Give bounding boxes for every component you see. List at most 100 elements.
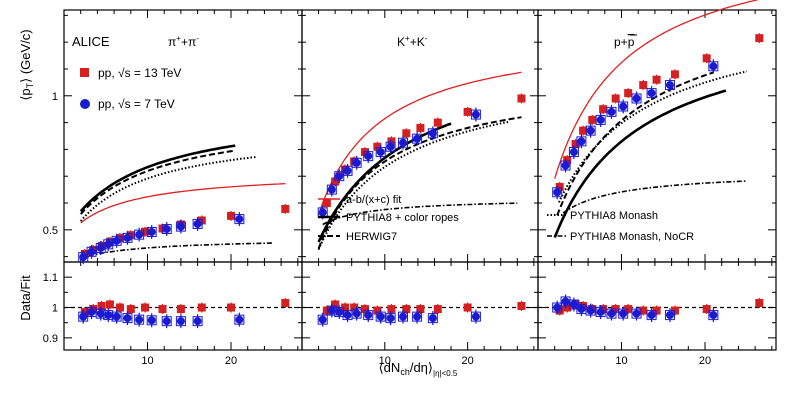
- ratio-marker-pp13-p2-7: [624, 305, 633, 314]
- x-tick-label-p0-1: 20: [225, 355, 237, 367]
- data-syst-box-p2-6: [606, 106, 617, 117]
- legend-label-pp7: pp, √s = 7 TeV: [98, 97, 175, 111]
- ratio-marker-pp7-p1-1: [327, 306, 336, 315]
- ratio-syst-box-p1-8: [398, 311, 409, 322]
- model-curve-herwig-p0: [79, 149, 236, 215]
- ratio-marker-pp13-p0-10: [227, 303, 236, 312]
- ratio-syst-box-p2-0: [552, 302, 563, 313]
- ratio-marker-pp7-p0-8: [162, 317, 171, 326]
- ratio-marker-pp7-p2-2: [569, 300, 578, 309]
- ratio-marker-pp7-p2-5: [596, 308, 605, 317]
- ratio-marker-pp13-p0-8: [176, 305, 185, 314]
- ratio-marker-pp13-p0-11: [281, 298, 290, 307]
- y-axis-title-bottom: Data/Fit: [18, 275, 33, 321]
- ratio-marker-pp13-p1-4: [360, 305, 369, 314]
- species-label-kaons: K++K-: [397, 34, 428, 49]
- legend-label-fit: a-b/(x+c) fit: [346, 194, 401, 206]
- data-marker-pp7-p2-2: [569, 148, 578, 157]
- ratio-syst-box-p2-1: [560, 296, 571, 307]
- species-label-pions: π++π-: [168, 34, 199, 49]
- ratio-syst-box-p2-4: [585, 305, 596, 316]
- data-marker-pp13-p2-7: [624, 89, 633, 98]
- fit-curve-p2: [554, 0, 760, 179]
- data-syst-box-p0-2: [95, 243, 106, 254]
- data-syst-box-p2-11: [708, 61, 719, 72]
- legend-models: a-b/(x+c) fit PYTHIA8 + color ropes HERW…: [318, 194, 694, 243]
- data-marker-pp7-p2-9: [647, 89, 656, 98]
- panel-frame-bottom-2: [537, 261, 777, 351]
- x-tick-label-p2-1: 20: [699, 355, 711, 367]
- ratio-marker-pp13-p1-8: [416, 305, 425, 314]
- ratio-marker-pp13-p2-1: [563, 303, 572, 312]
- ratio-marker-pp13-p0-7: [158, 305, 167, 314]
- data-marker-pp7-p0-4: [112, 236, 121, 245]
- data-marker-pp7-p2-4: [586, 126, 595, 135]
- ratio-marker-pp7-p0-6: [135, 315, 144, 324]
- ratio-marker-pp13-p1-11: [517, 302, 526, 310]
- y-tick-label-bottom-0: 0.9: [43, 333, 58, 345]
- data-marker-pp13-p2-3: [579, 126, 588, 135]
- data-syst-box-p0-10: [192, 218, 203, 229]
- ratio-marker-pp7-p0-1: [87, 308, 96, 317]
- data-syst-box-p2-1: [560, 160, 571, 171]
- data-syst-box-p1-10: [427, 128, 438, 139]
- data-marker-pp7-p0-7: [147, 227, 156, 236]
- ratio-marker-pp13-p2-9: [652, 306, 661, 315]
- data-syst-box-p0-4: [111, 235, 122, 246]
- data-marker-pp13-p1-1: [331, 177, 340, 186]
- data-marker-pp7-p0-6: [135, 230, 144, 239]
- data-marker-pp7-p1-4: [352, 158, 361, 167]
- data-marker-pp7-p2-3: [577, 137, 586, 146]
- data-syst-box-p2-10: [664, 80, 675, 91]
- data-marker-pp13-p2-4: [588, 115, 597, 124]
- ratio-syst-box-p1-11: [470, 311, 481, 322]
- ratio-marker-pp7-p0-11: [235, 315, 244, 324]
- data-marker-pp7-p0-10: [193, 219, 202, 228]
- ratio-syst-box-p1-9: [412, 311, 423, 322]
- data-syst-box-p1-2: [334, 171, 345, 182]
- data-marker-pp13-p1-0: [322, 199, 331, 208]
- ratio-marker-pp7-p2-1: [561, 297, 570, 306]
- ratio-marker-pp13-p2-12: [755, 298, 764, 307]
- data-marker-pp7-p1-7: [386, 142, 395, 151]
- ratio-marker-pp7-p1-2: [335, 308, 344, 317]
- data-marker-pp13-p2-11: [702, 54, 711, 63]
- ratio-marker-pp7-p2-11: [709, 311, 718, 320]
- legend-marker-pp13: [80, 68, 89, 77]
- ratio-syst-box-p1-4: [351, 308, 362, 319]
- ratio-syst-box-p0-9: [175, 316, 186, 327]
- model-curve-ropes-p2: [553, 89, 727, 238]
- panel-frame-top-2: [537, 9, 777, 263]
- y-tick-label-bottom-1: 1: [52, 303, 58, 315]
- data-marker-pp7-p2-10: [665, 81, 674, 90]
- ratio-marker-pp13-p1-2: [341, 303, 350, 312]
- model-curve-monash-p0: [79, 156, 257, 222]
- data-marker-pp13-p1-8: [416, 123, 425, 132]
- y-axis-title-top: ⟨pT⟩ (GeV/c): [18, 29, 35, 100]
- data-marker-pp13-p1-11: [517, 94, 526, 103]
- ratio-syst-box-p2-11: [708, 310, 719, 321]
- ratio-marker-pp7-p2-10: [665, 311, 674, 320]
- ratio-marker-pp7-p0-5: [123, 314, 132, 323]
- data-marker-pp7-p2-7: [619, 102, 628, 111]
- data-marker-pp7-p1-1: [327, 185, 336, 194]
- data-marker-pp7-p0-8: [162, 225, 171, 234]
- data-syst-box-p1-6: [375, 147, 386, 158]
- ratio-syst-box-p2-7: [618, 308, 629, 319]
- x-tick-label-p1-1: 20: [461, 355, 473, 367]
- ratio-syst-box-p2-10: [664, 310, 675, 321]
- legend-label-pp13: pp, √s = 13 TeV: [98, 66, 181, 80]
- data-marker-pp7-p1-5: [364, 152, 373, 161]
- experiment-label: ALICE: [72, 34, 110, 49]
- ratio-marker-pp13-p1-10: [463, 303, 472, 312]
- data-syst-box-p2-8: [631, 93, 642, 104]
- ratio-marker-pp13-p0-6: [141, 303, 150, 312]
- ratio-syst-box-p2-9: [646, 310, 657, 321]
- ratio-syst-box-p1-0: [317, 314, 328, 325]
- ratio-marker-pp13-p2-11: [702, 305, 711, 314]
- ratio-marker-pp7-p2-8: [632, 309, 641, 318]
- data-marker-pp7-p0-11: [235, 215, 244, 224]
- data-marker-pp13-p2-8: [639, 81, 648, 90]
- ratio-marker-pp13-p1-6: [387, 305, 396, 314]
